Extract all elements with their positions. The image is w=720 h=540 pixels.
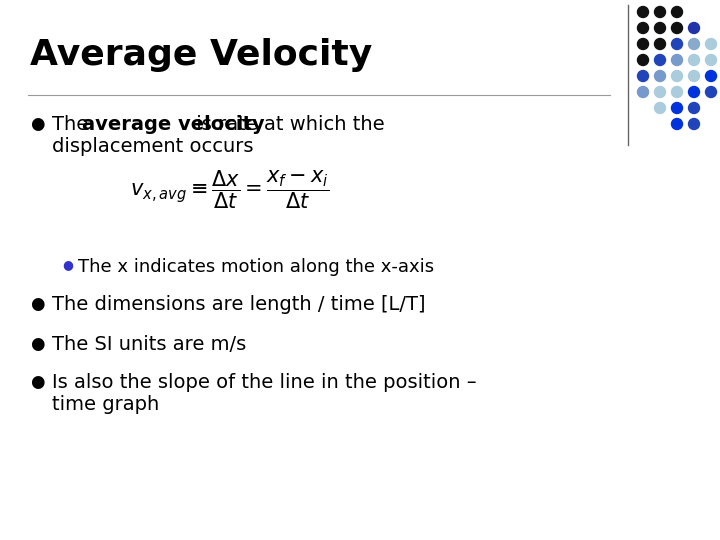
Circle shape (637, 23, 649, 33)
Circle shape (688, 23, 700, 33)
Circle shape (654, 103, 665, 113)
Circle shape (688, 71, 700, 82)
Circle shape (654, 71, 665, 82)
Circle shape (637, 71, 649, 82)
Circle shape (688, 118, 700, 130)
Text: Is also the slope of the line in the position –: Is also the slope of the line in the pos… (52, 373, 477, 392)
Text: ●: ● (30, 115, 45, 133)
Circle shape (688, 38, 700, 50)
Circle shape (706, 55, 716, 65)
Circle shape (672, 86, 683, 98)
Text: average velocity: average velocity (82, 115, 265, 134)
Text: The SI units are m/s: The SI units are m/s (52, 335, 246, 354)
Circle shape (688, 103, 700, 113)
Circle shape (637, 86, 649, 98)
Text: is rate at which the: is rate at which the (190, 115, 384, 134)
Circle shape (706, 86, 716, 98)
Text: ●: ● (30, 295, 45, 313)
Circle shape (672, 23, 683, 33)
Circle shape (706, 38, 716, 50)
Circle shape (637, 6, 649, 17)
Circle shape (654, 86, 665, 98)
Text: ●: ● (30, 335, 45, 353)
Circle shape (637, 55, 649, 65)
Circle shape (672, 6, 683, 17)
Circle shape (688, 86, 700, 98)
Circle shape (672, 103, 683, 113)
Circle shape (672, 71, 683, 82)
Circle shape (706, 71, 716, 82)
Circle shape (637, 38, 649, 50)
Text: ●: ● (30, 373, 45, 391)
Circle shape (672, 55, 683, 65)
Circle shape (654, 55, 665, 65)
Circle shape (672, 38, 683, 50)
Text: displacement occurs: displacement occurs (52, 137, 253, 156)
Circle shape (672, 118, 683, 130)
Text: Average Velocity: Average Velocity (30, 38, 372, 72)
Text: The dimensions are length / time [L/T]: The dimensions are length / time [L/T] (52, 295, 426, 314)
Circle shape (654, 38, 665, 50)
Circle shape (654, 6, 665, 17)
Text: The: The (52, 115, 94, 134)
Text: $v_{x,avg} \equiv \dfrac{\Delta x}{\Delta t} = \dfrac{x_f - x_i}{\Delta t}$: $v_{x,avg} \equiv \dfrac{\Delta x}{\Delt… (130, 168, 329, 211)
Circle shape (654, 23, 665, 33)
Text: ●: ● (62, 258, 73, 271)
Text: time graph: time graph (52, 395, 159, 414)
Circle shape (688, 55, 700, 65)
Text: The x indicates motion along the x-axis: The x indicates motion along the x-axis (78, 258, 434, 276)
